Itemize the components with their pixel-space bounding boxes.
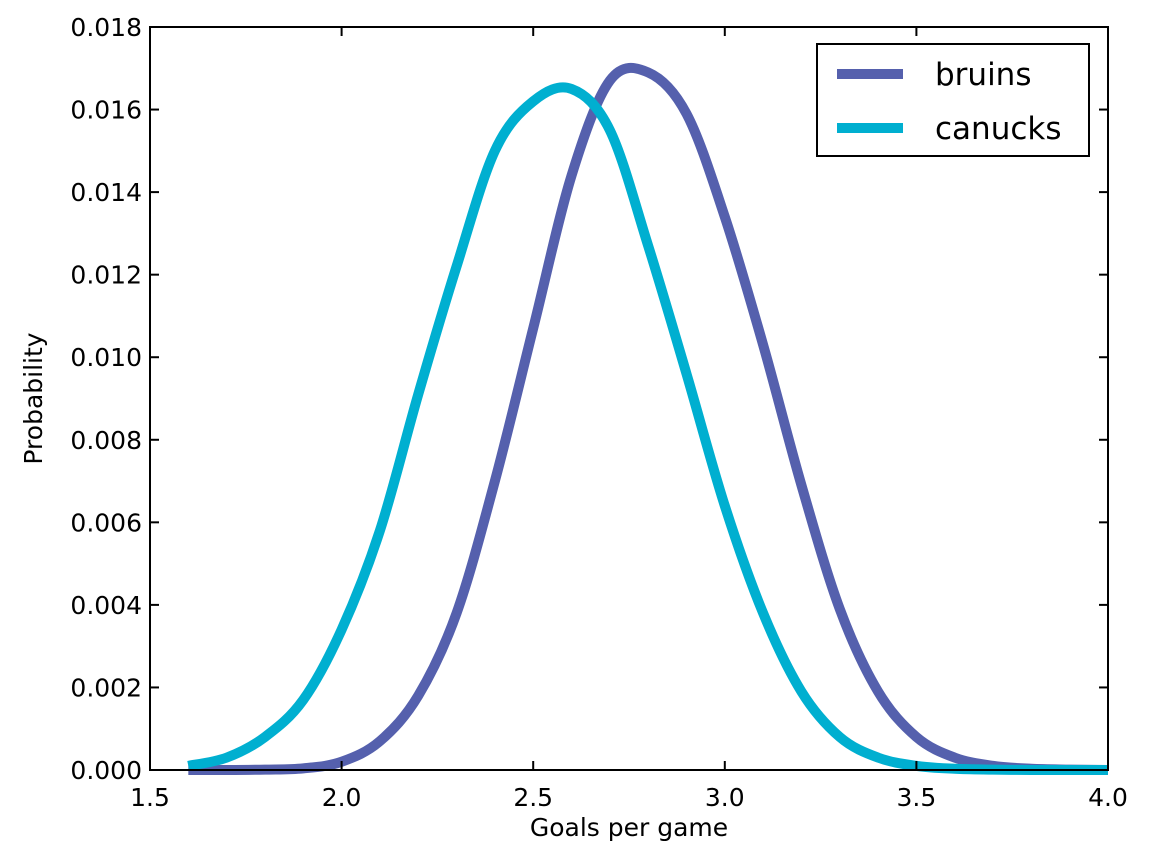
y-tick-label: 0.008 (70, 426, 142, 455)
y-tick-label: 0.004 (70, 591, 142, 620)
x-tick-label: 2.5 (513, 783, 553, 812)
y-axis-title: Probability (19, 332, 48, 464)
x-tick-label: 2.0 (322, 783, 362, 812)
y-tick-label: 0.016 (70, 96, 142, 125)
y-tick-label: 0.010 (70, 343, 142, 372)
legend-items: bruins canucks (837, 57, 1061, 147)
series-layer (187, 63, 1109, 776)
y-tick-label: 0.018 (70, 13, 142, 42)
legend-label-bruins: bruins (935, 57, 1031, 93)
y-tick-label: 0.002 (70, 673, 142, 702)
x-tick-labels: 1.5 2.0 2.5 3.0 3.5 4.0 (130, 783, 1128, 812)
plot-frame (149, 26, 1109, 771)
x-tick-label: 3.5 (897, 783, 937, 812)
legend-box (816, 43, 1090, 157)
y-tick-label: 0.000 (70, 756, 142, 785)
series-line-bruins (188, 63, 1109, 776)
x-tick-label: 4.0 (1088, 783, 1128, 812)
x-axis-title: Goals per game (530, 813, 728, 842)
legend: bruins canucks (816, 43, 1090, 157)
y-tick-label: 0.014 (70, 178, 142, 207)
x-tick-label: 3.0 (705, 783, 745, 812)
y-tick-labels: 0.000 0.002 0.004 0.006 0.008 0.010 0.012 0.014… (70, 13, 142, 785)
x-tick-label: 1.5 (130, 783, 170, 812)
series-line-canucks (187, 82, 1108, 776)
tick-layer (149, 26, 1109, 771)
y-tick-label: 0.012 (70, 261, 142, 290)
legend-label-canucks: canucks (935, 111, 1061, 147)
y-tick-label: 0.006 (70, 508, 142, 537)
